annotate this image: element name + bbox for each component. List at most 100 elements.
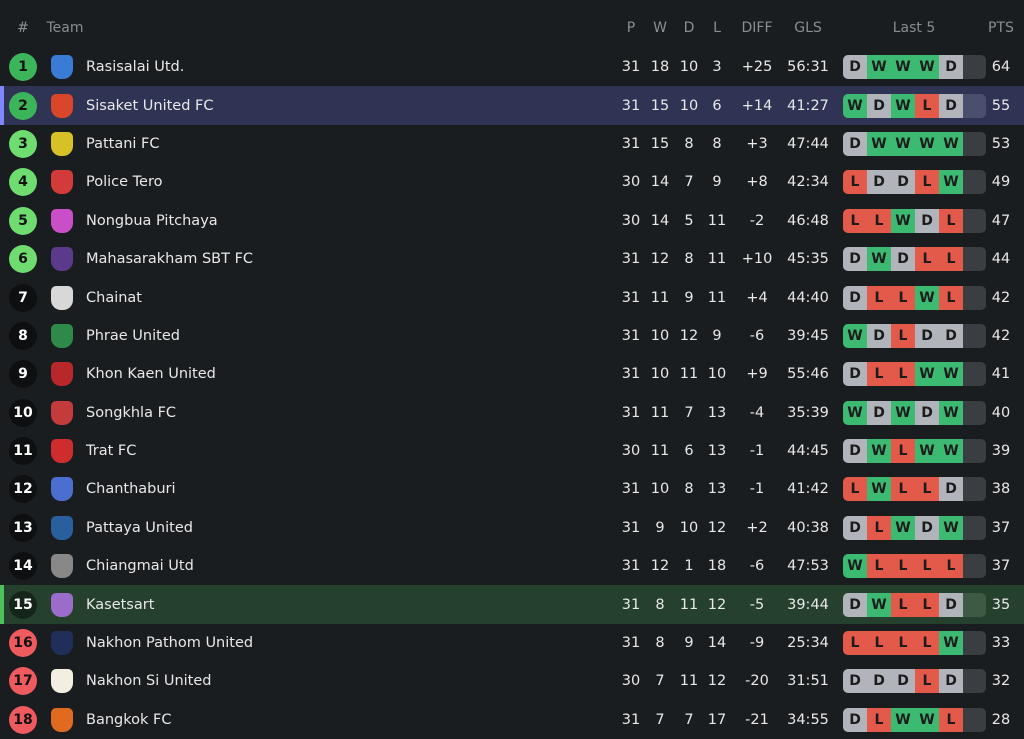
team-name[interactable]: Pattaya United	[86, 519, 193, 536]
form-result[interactable]: L	[867, 515, 891, 540]
form-result[interactable]: D	[891, 669, 915, 694]
form-result[interactable]: W	[843, 93, 867, 118]
header-goals[interactable]: GLS	[794, 20, 822, 36]
form-result[interactable]: W	[867, 55, 891, 80]
form-result[interactable]: W	[843, 400, 867, 425]
table-row[interactable]: 5 Nongbua Pitchaya 30 14 5 11 -2 46:48 L…	[0, 202, 1024, 240]
team-name[interactable]: Rasisalai Utd.	[86, 59, 185, 76]
form-result[interactable]: D	[939, 592, 963, 617]
form-result[interactable]: L	[867, 285, 891, 310]
form-result[interactable]: W	[915, 131, 939, 156]
form-result[interactable]: L	[891, 439, 915, 464]
form-result[interactable]: L	[843, 477, 867, 502]
form-result[interactable]: L	[915, 170, 939, 195]
form-result[interactable]: W	[939, 631, 963, 656]
form-result[interactable]: W	[867, 439, 891, 464]
table-row[interactable]: 11 Trat FC 30 11 6 13 -1 44:45 D W L W W 39	[0, 432, 1024, 470]
header-wins[interactable]: W	[653, 20, 667, 36]
form-result[interactable]: D	[915, 323, 939, 348]
form-result[interactable]: W	[915, 285, 939, 310]
form-result[interactable]: D	[843, 707, 867, 732]
form-result[interactable]: W	[843, 554, 867, 579]
form-result[interactable]: L	[867, 554, 891, 579]
form-result[interactable]: D	[891, 247, 915, 272]
team-name[interactable]: Trat FC	[86, 443, 137, 460]
table-row[interactable]: 16 Nakhon Pathom United 31 8 9 14 -9 25:…	[0, 624, 1024, 662]
form-result[interactable]: W	[891, 131, 915, 156]
table-row[interactable]: 9 Khon Kaen United 31 10 11 10 +9 55:46 …	[0, 355, 1024, 393]
form-result[interactable]: W	[939, 400, 963, 425]
form-result[interactable]: L	[915, 592, 939, 617]
form-result[interactable]: L	[915, 247, 939, 272]
form-result[interactable]: L	[843, 208, 867, 233]
team-name[interactable]: Khon Kaen United	[86, 366, 216, 383]
form-result[interactable]: D	[867, 170, 891, 195]
form-result[interactable]: D	[843, 285, 867, 310]
form-result[interactable]: W	[915, 707, 939, 732]
table-row[interactable]: 15 Kasetsart 31 8 11 12 -5 39:44 D W L L D 35	[0, 585, 1024, 625]
form-result[interactable]: D	[915, 515, 939, 540]
team-name[interactable]: Chainat	[86, 289, 142, 306]
form-result[interactable]: D	[867, 400, 891, 425]
form-result[interactable]: W	[891, 55, 915, 80]
form-result[interactable]: L	[867, 362, 891, 387]
form-result[interactable]: D	[843, 131, 867, 156]
team-name[interactable]: Nongbua Pitchaya	[86, 212, 218, 229]
form-result[interactable]: D	[843, 439, 867, 464]
team-name[interactable]: Kasetsart	[86, 596, 155, 613]
form-result[interactable]: W	[867, 131, 891, 156]
form-result[interactable]: D	[843, 362, 867, 387]
form-result[interactable]: W	[915, 439, 939, 464]
form-result[interactable]: L	[939, 247, 963, 272]
form-result[interactable]: L	[867, 208, 891, 233]
form-result[interactable]: W	[915, 55, 939, 80]
team-name[interactable]: Mahasarakham SBT FC	[86, 251, 254, 268]
table-row[interactable]: 3 Pattani FC 31 15 8 8 +3 47:44 D W W W W 53	[0, 125, 1024, 163]
form-result[interactable]: D	[939, 55, 963, 80]
form-result[interactable]: L	[939, 554, 963, 579]
team-name[interactable]: Bangkok FC	[86, 711, 172, 728]
form-result[interactable]: L	[939, 707, 963, 732]
form-result[interactable]: D	[939, 669, 963, 694]
form-result[interactable]: W	[891, 400, 915, 425]
form-result[interactable]: D	[843, 592, 867, 617]
form-result[interactable]: L	[915, 669, 939, 694]
form-result[interactable]: L	[891, 285, 915, 310]
form-result[interactable]: L	[939, 285, 963, 310]
form-result[interactable]: W	[939, 131, 963, 156]
form-result[interactable]: D	[891, 170, 915, 195]
team-name[interactable]: Chiangmai Utd	[86, 558, 194, 575]
form-result[interactable]: W	[939, 515, 963, 540]
team-name[interactable]: Pattani FC	[86, 135, 160, 152]
table-row[interactable]: 6 Mahasarakham SBT FC 31 12 8 11 +10 45:…	[0, 240, 1024, 278]
form-result[interactable]: W	[891, 515, 915, 540]
form-result[interactable]: L	[891, 631, 915, 656]
form-result[interactable]: L	[915, 477, 939, 502]
table-row[interactable]: 4 Police Tero 30 14 7 9 +8 42:34 L D D L W 49	[0, 163, 1024, 201]
form-result[interactable]: W	[891, 93, 915, 118]
form-result[interactable]: L	[867, 631, 891, 656]
form-result[interactable]: L	[843, 631, 867, 656]
form-result[interactable]: L	[891, 362, 915, 387]
form-result[interactable]: W	[891, 208, 915, 233]
form-result[interactable]: D	[843, 669, 867, 694]
form-result[interactable]: D	[867, 93, 891, 118]
team-name[interactable]: Nakhon Pathom United	[86, 635, 254, 652]
form-result[interactable]: W	[939, 362, 963, 387]
form-result[interactable]: L	[915, 631, 939, 656]
header-losses[interactable]: L	[713, 20, 721, 36]
header-points[interactable]: PTS	[988, 20, 1014, 36]
form-result[interactable]: W	[867, 477, 891, 502]
header-played[interactable]: P	[626, 20, 636, 36]
form-result[interactable]: W	[843, 323, 867, 348]
form-result[interactable]: D	[939, 477, 963, 502]
form-result[interactable]: L	[915, 93, 939, 118]
form-result[interactable]: D	[867, 323, 891, 348]
table-row[interactable]: 17 Nakhon Si United 30 7 11 12 -20 31:51…	[0, 662, 1024, 700]
form-result[interactable]: L	[891, 554, 915, 579]
team-name[interactable]: Sisaket United FC	[86, 97, 214, 114]
form-result[interactable]: W	[891, 707, 915, 732]
team-name[interactable]: Nakhon Si United	[86, 673, 212, 690]
